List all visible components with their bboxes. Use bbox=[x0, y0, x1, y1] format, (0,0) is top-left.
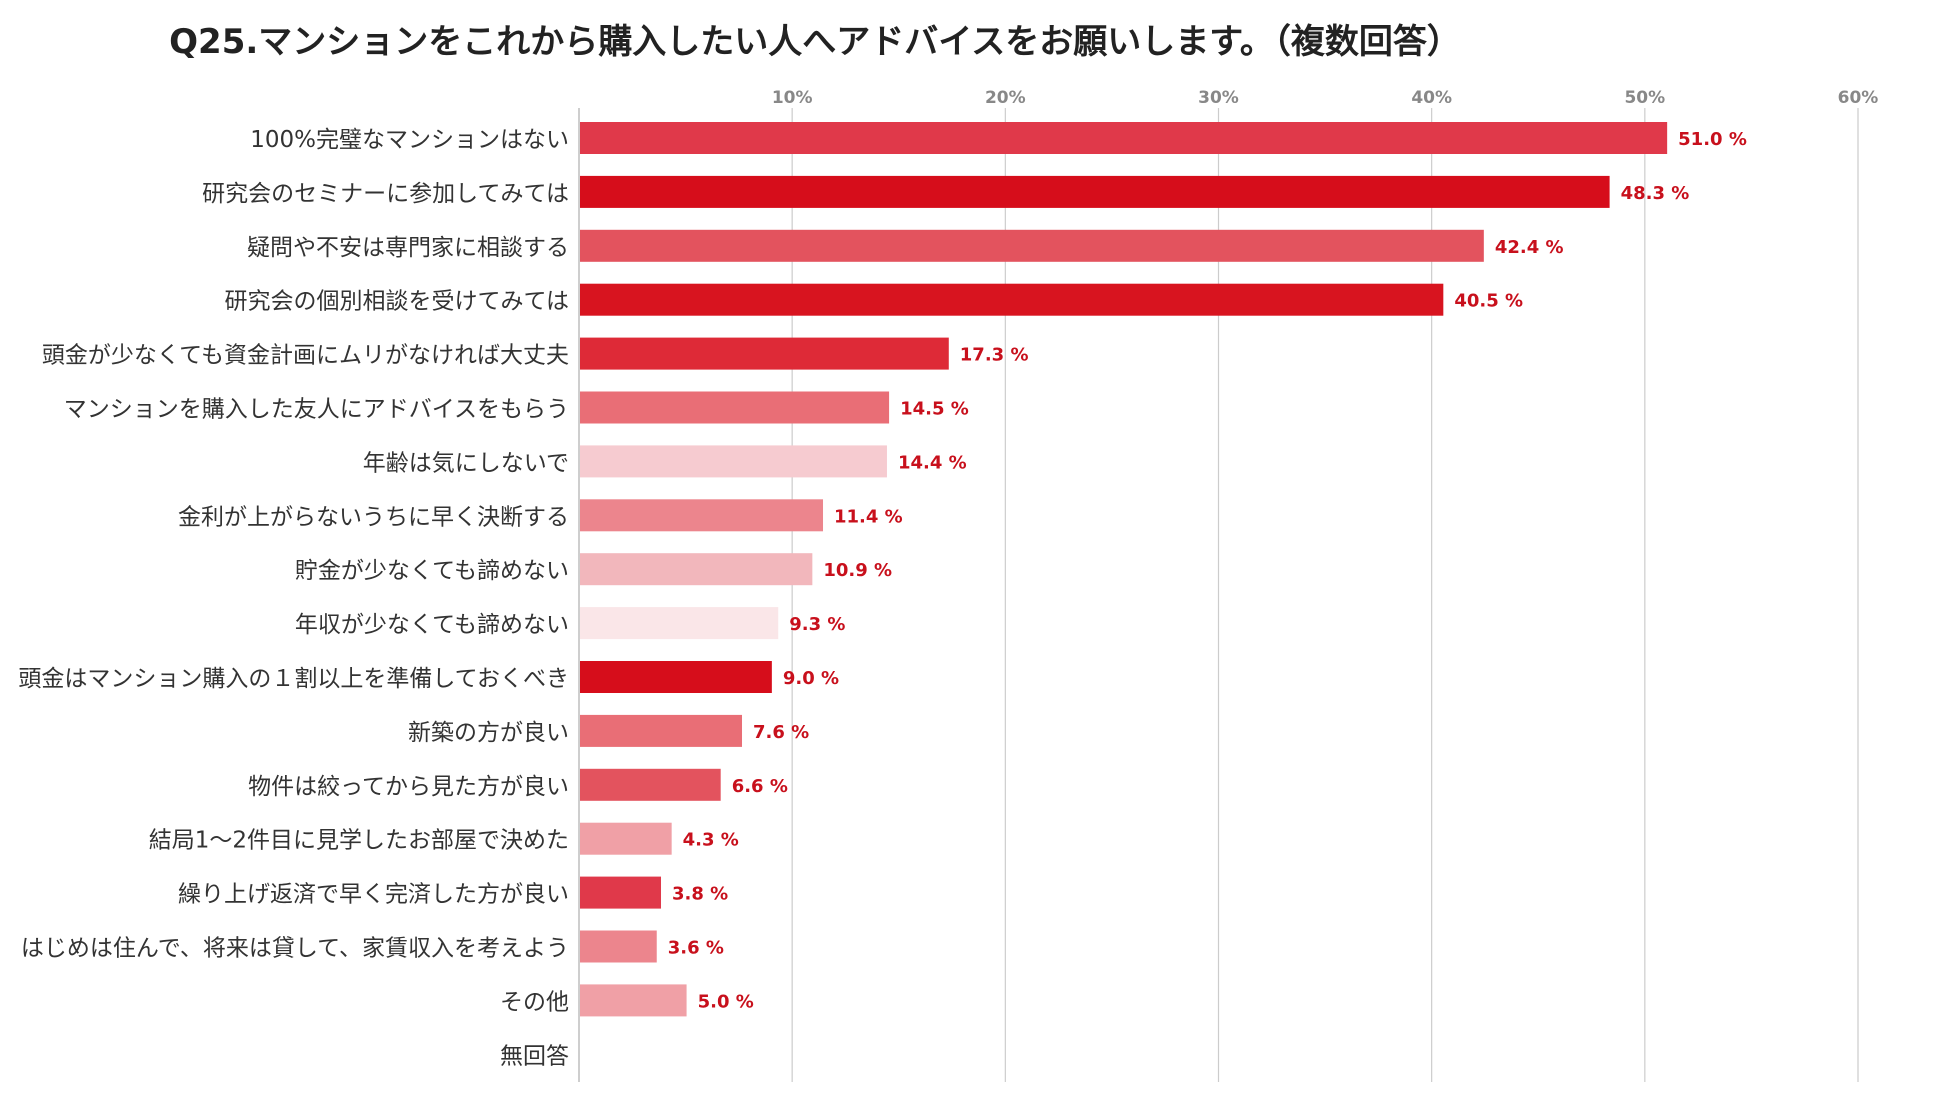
x-tick-label: 50% bbox=[1624, 88, 1665, 108]
data-label: 11.4 % bbox=[834, 506, 903, 527]
category-label: はじめは住んで、将来は貸して、家賃収入を考えよう bbox=[21, 936, 569, 962]
category-label: 研究会のセミナーに参加してみては bbox=[202, 181, 569, 207]
data-label: 4.3 % bbox=[683, 830, 739, 851]
category-label: 研究会の個別相談を受けてみては bbox=[224, 289, 569, 315]
bar bbox=[580, 607, 779, 640]
bar bbox=[580, 714, 743, 747]
category-label: 頭金はマンション購入の１割以上を準備しておくべき bbox=[18, 666, 569, 692]
bar bbox=[580, 337, 949, 370]
category-label: 年収が少なくても諦めない bbox=[295, 612, 569, 638]
category-label: 年齢は気にしないで bbox=[363, 450, 569, 476]
data-label: 51.0 % bbox=[1678, 129, 1747, 150]
data-label: 6.6 % bbox=[732, 776, 788, 797]
data-label: 9.0 % bbox=[783, 668, 839, 689]
bar bbox=[580, 822, 672, 855]
data-label: 14.5 % bbox=[900, 399, 969, 420]
data-label: 3.6 % bbox=[668, 938, 724, 959]
data-label: 14.4 % bbox=[898, 452, 967, 473]
category-label: 結局1～2件目に見学したお部屋で決めた bbox=[149, 828, 569, 854]
chart-title: Q25.マンションをこれから購入したい人へアドバイスをお願いします。（複数回答） bbox=[169, 22, 1461, 62]
category-label: 貯金が少なくても諦めない bbox=[295, 558, 569, 584]
x-tick-label: 30% bbox=[1198, 88, 1239, 108]
data-label: 9.3 % bbox=[789, 614, 845, 635]
x-tick-label: 20% bbox=[985, 88, 1026, 108]
category-label: 頭金が少なくても資金計画にムリがなければ大丈夫 bbox=[42, 343, 569, 369]
bar bbox=[580, 175, 1610, 208]
category-label: その他 bbox=[500, 989, 569, 1015]
bar bbox=[580, 122, 1668, 154]
category-label: 疑問や不安は専門家に相談する bbox=[247, 235, 569, 261]
bar bbox=[580, 984, 687, 1017]
category-label: 金利が上がらないうちに早く決断する bbox=[178, 504, 569, 530]
category-label: マンションを購入した友人にアドバイスをもらう bbox=[64, 397, 569, 423]
bar bbox=[580, 553, 813, 586]
category-label: 物件は絞ってから見た方が良い bbox=[248, 774, 569, 800]
bar bbox=[580, 930, 657, 963]
category-label: 100%完璧なマンションはない bbox=[250, 127, 569, 153]
data-label: 48.3 % bbox=[1621, 183, 1690, 204]
data-label: 3.8 % bbox=[672, 884, 728, 905]
bar bbox=[580, 661, 772, 693]
x-tick-label: 60% bbox=[1838, 88, 1879, 108]
data-label: 7.6 % bbox=[753, 722, 809, 743]
bar bbox=[580, 499, 824, 532]
data-label: 42.4 % bbox=[1495, 237, 1564, 258]
x-tick-label: 40% bbox=[1411, 88, 1452, 108]
bar bbox=[580, 876, 662, 909]
bar bbox=[580, 391, 890, 424]
category-label: 無回答 bbox=[500, 1043, 569, 1069]
data-label: 5.0 % bbox=[698, 991, 754, 1012]
data-label: 40.5 % bbox=[1454, 291, 1523, 312]
category-label: 新築の方が良い bbox=[408, 720, 569, 746]
bar bbox=[580, 229, 1484, 262]
x-tick-label: 10% bbox=[772, 88, 813, 108]
category-label: 繰り上げ返済で早く完済した方が良い bbox=[178, 882, 569, 908]
bar bbox=[580, 283, 1444, 316]
data-label: 10.9 % bbox=[823, 560, 892, 581]
data-label: 17.3 % bbox=[960, 345, 1029, 366]
bar bbox=[580, 445, 887, 478]
bar bbox=[580, 768, 721, 801]
